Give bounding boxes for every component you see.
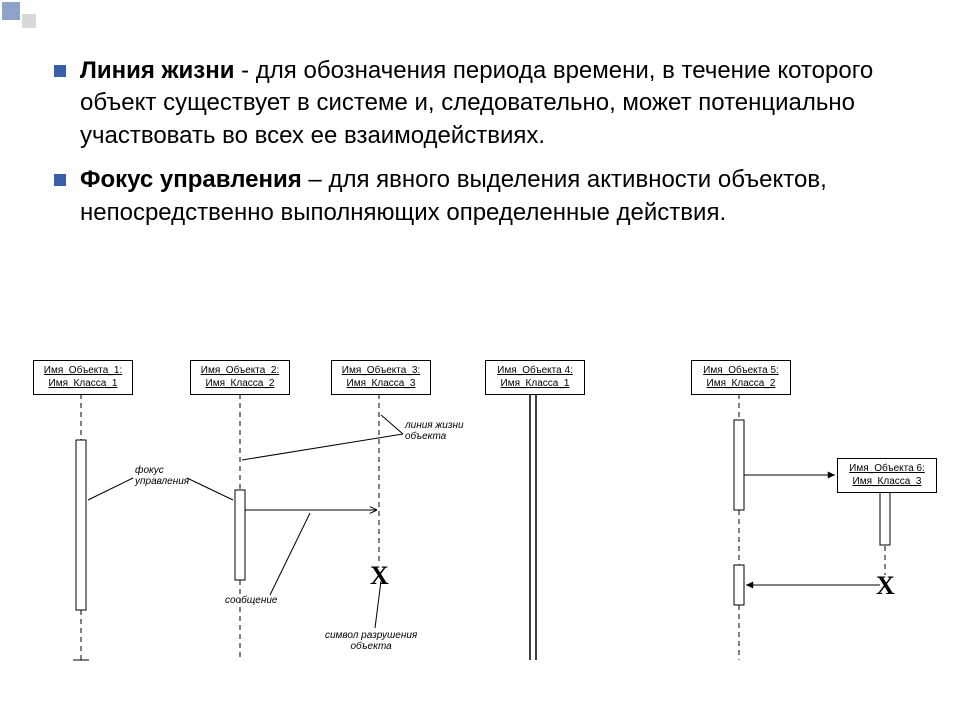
object-name: Имя_Объекта 4:: [492, 365, 578, 378]
annotation-lifeline: линия жизни объекта: [405, 420, 464, 442]
object-name: Имя_Объекта_3:: [338, 365, 424, 378]
diagram-svg: [15, 360, 945, 700]
class-name: Имя_Класса_2: [197, 378, 283, 391]
class-name: Имя_Класса_2: [698, 378, 784, 391]
bullet-list: Линия жизни - для обозначения периода вр…: [54, 55, 914, 241]
object-box-5: Имя_Объекта 5: Имя_Класса_2: [691, 360, 791, 395]
bullet-marker: [54, 174, 66, 186]
term: Линия жизни: [80, 57, 234, 84]
object-box-4: Имя_Объекта 4: Имя_Класса_1: [485, 360, 585, 395]
bullet-marker: [54, 65, 66, 77]
term: Фокус управления: [80, 166, 302, 193]
sep: -: [234, 57, 255, 84]
object-name: Имя_Объекта_1:: [40, 365, 126, 378]
object-box-2: Имя_Объекта_2: Имя_Класса_2: [190, 360, 290, 395]
class-name: Имя_Класса_3: [338, 378, 424, 391]
destroy-symbol: X: [370, 561, 389, 591]
object-name: Имя_Объекта_2:: [197, 365, 283, 378]
object-box-6: Имя_Объекта 6: Имя_Класса_3: [837, 458, 937, 493]
sequence-diagram: Имя_Объекта_1: Имя_Класса_1 Имя_Объекта_…: [15, 360, 945, 700]
bullet-item: Фокус управления – для явного выделения …: [54, 164, 914, 229]
annotation-message: сообщение: [225, 595, 277, 606]
object-name: Имя_Объекта 5:: [698, 365, 784, 378]
annotation-destroy: символ разрушения объекта: [325, 630, 417, 652]
object-box-3: Имя_Объекта_3: Имя_Класса_3: [331, 360, 431, 395]
deco-square-2: [22, 14, 36, 28]
sep: –: [302, 166, 329, 193]
object-name: Имя_Объекта 6:: [844, 463, 930, 476]
destroy-symbol: X: [876, 571, 895, 601]
corner-decoration: [0, 0, 50, 30]
class-name: Имя_Класса_3: [844, 476, 930, 489]
deco-square-1: [2, 2, 20, 20]
class-name: Имя_Класса_1: [492, 378, 578, 391]
object-box-1: Имя_Объекта_1: Имя_Класса_1: [33, 360, 133, 395]
annotation-focus: фокус управления: [135, 465, 189, 487]
bullet-text: Линия жизни - для обозначения периода вр…: [80, 55, 914, 152]
bullet-text: Фокус управления – для явного выделения …: [80, 164, 914, 229]
class-name: Имя_Класса_1: [40, 378, 126, 391]
bullet-item: Линия жизни - для обозначения периода вр…: [54, 55, 914, 152]
